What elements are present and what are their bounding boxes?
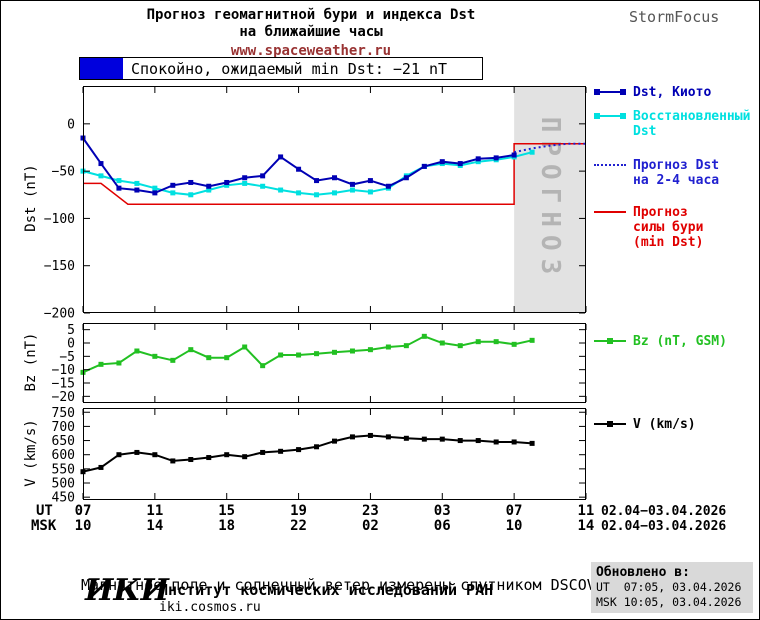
svg-text:ПРОГНОЗ: ПРОГНОЗ [535, 117, 565, 283]
status-text: Спокойно, ожидаемый min Dst: −21 nT [131, 59, 448, 78]
svg-text:0: 0 [67, 117, 75, 132]
legend-item-forecast-storm: Прогноз силы бури (min Dst) [594, 205, 750, 250]
msk-date-range: 02.04−03.04.2026 [601, 519, 727, 534]
iki-url: iki.cosmos.ru [159, 600, 261, 615]
x-tick-label: 14 [577, 518, 595, 534]
svg-text:−15: −15 [52, 377, 75, 392]
square-marker-icon [620, 89, 626, 95]
dst-kyoto-line-sample [594, 89, 626, 95]
legend-label-v: V (km/s) [633, 417, 696, 432]
legend-item-forecast-dst: Прогноз Dst на 2-4 часа [594, 158, 750, 188]
page-title: Прогноз геомагнитной бури и индекса Dst … [41, 7, 581, 60]
square-marker-icon [594, 89, 600, 95]
x-tick-label: 14 [146, 518, 164, 534]
svg-text:600: 600 [52, 448, 75, 463]
svg-text:−100: −100 [44, 212, 75, 227]
svg-text:750: 750 [52, 406, 75, 421]
forecast-storm-line-sample [594, 211, 626, 213]
legend-label-restored-dst: Восстановленный Dst [633, 109, 751, 139]
svg-text:500: 500 [52, 477, 75, 492]
updated-ut: UT 07:05, 03.04.2026 [596, 580, 742, 594]
svg-text:650: 650 [52, 434, 75, 449]
svg-text:−5: −5 [59, 350, 75, 365]
bz-chart: 50−5−10−15−20 [52, 323, 587, 405]
legend-item-restored-dst: Восстановленный Dst [594, 109, 750, 139]
x-tick-label: 02 [361, 518, 379, 534]
updated-title: Обновлено в: [596, 565, 690, 580]
ut-date-range: 02.04−03.04.2026 [601, 504, 727, 519]
v-line-sample [594, 421, 626, 427]
legend-label-dst-kyoto: Dst, Киото [633, 85, 712, 100]
msk-tick-labels: 10 14 18 22 02 06 10 14 [72, 518, 597, 534]
svg-text:−150: −150 [44, 259, 75, 274]
x-tick-label: 10 [74, 518, 92, 534]
svg-text:−50: −50 [52, 165, 75, 180]
x-tick-label: 23 [361, 503, 379, 519]
svg-text:−200: −200 [44, 307, 75, 322]
updated-msk: MSK 10:05, 03.04.2026 [596, 595, 742, 609]
forecast-dst-dotted-line-sample [594, 164, 626, 166]
msk-axis-row-label: MSK [31, 518, 57, 534]
x-tick-label: 03 [433, 503, 451, 519]
legend-label-forecast-storm: Прогноз силы бури (min Dst) [633, 205, 704, 250]
svg-text:−10: −10 [52, 363, 75, 378]
svg-text:5: 5 [67, 323, 75, 338]
x-tick-label: 15 [218, 503, 236, 519]
x-tick-label: 18 [218, 518, 236, 534]
updated-panel: Обновлено в: UT 07:05, 03.04.2026 MSK 10… [591, 562, 753, 613]
v-legend: V (km/s) [594, 417, 696, 432]
svg-text:−20: −20 [52, 390, 75, 405]
ut-axis-row-label: UT [36, 503, 53, 519]
storm-status-bar: Спокойно, ожидаемый min Dst: −21 nT [79, 57, 483, 80]
legend-item-dst-kyoto: Dst, Киото [594, 85, 750, 100]
x-tick-label: 22 [290, 518, 307, 534]
bz-line-sample [594, 338, 626, 344]
status-level-swatch [80, 58, 123, 79]
institute-name: Институт космических исследований РАН [159, 581, 494, 599]
restored-dst-line-sample [594, 113, 626, 119]
iki-logo: ИКИ [85, 573, 169, 608]
square-marker-icon [607, 338, 613, 344]
x-tick-label: 06 [433, 518, 451, 534]
x-tick-label: 19 [290, 503, 307, 519]
svg-text:450: 450 [52, 491, 75, 506]
x-tick-label: 07 [74, 503, 92, 519]
x-tick-label: 11 [146, 503, 164, 519]
square-marker-icon [620, 113, 626, 119]
title-line1: Прогноз геомагнитной бури и индекса Dst [146, 7, 476, 23]
x-tick-label: 11 [577, 503, 595, 519]
square-marker-icon [594, 113, 600, 119]
svg-text:550: 550 [52, 462, 75, 477]
title-line2: на ближайшие часы [239, 24, 383, 40]
legend-label-bz: Bz (nT, GSM) [633, 334, 727, 349]
dst-legend: Dst, Киото Восстановленный Dst Прогноз D… [594, 85, 750, 250]
bz-legend: Bz (nT, GSM) [594, 334, 727, 349]
x-tick-label: 07 [505, 503, 523, 519]
spaceweather-url: www.spaceweather.ru [230, 43, 392, 59]
legend-label-forecast-dst: Прогноз Dst на 2-4 часа [633, 158, 720, 188]
svg-text:0: 0 [67, 337, 75, 352]
square-marker-icon [607, 421, 613, 427]
stormfocus-brand: StormFocus [629, 8, 720, 26]
ut-tick-labels: 07 11 15 19 23 03 07 11 [72, 503, 597, 519]
dst-chart: ПРОГНОЗ 0 −50 −100 −150 −200 [44, 86, 587, 322]
x-tick-label: 10 [505, 518, 523, 534]
svg-text:700: 700 [52, 420, 75, 435]
